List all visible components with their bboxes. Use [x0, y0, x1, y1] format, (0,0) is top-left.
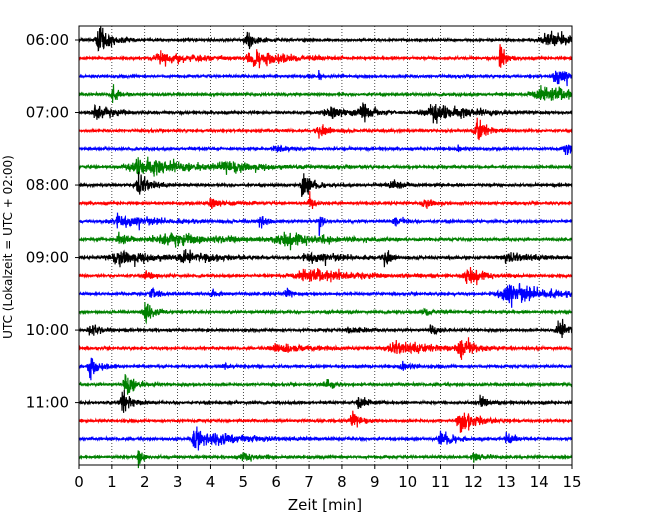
- x-tick-label: 12: [464, 473, 483, 491]
- y-axis: 06:00 07:00 08:00 09:00 10:00 11:00: [26, 31, 79, 412]
- y-tick-label: 06:00: [26, 31, 69, 49]
- x-tick-label: 11: [431, 473, 450, 491]
- x-tick-label: 8: [337, 473, 347, 491]
- trace-line: [78, 266, 573, 286]
- trace-line: [78, 318, 573, 339]
- trace-line: [78, 171, 573, 197]
- y-tick-label: 07:00: [26, 104, 69, 122]
- trace-line: [78, 25, 573, 52]
- trace-line: [78, 44, 573, 69]
- trace-line: [78, 231, 573, 251]
- y-tick-label: 11:00: [26, 394, 69, 412]
- trace-line: [78, 357, 573, 381]
- y-tick-label: 09:00: [26, 249, 69, 267]
- x-tick-label: 4: [206, 473, 216, 491]
- x-tick-label: 0: [74, 473, 84, 491]
- trace-line: [78, 191, 573, 210]
- trace-line: [78, 69, 573, 87]
- trace-line: [78, 426, 573, 451]
- x-tick-label: 10: [398, 473, 417, 491]
- x-tick-label: 5: [239, 473, 249, 491]
- x-tick-label: 3: [173, 473, 183, 491]
- traces: [78, 25, 573, 469]
- y-tick-label: 08:00: [26, 176, 69, 194]
- y-tick-label: 10:00: [26, 321, 69, 339]
- x-tick-label: 13: [497, 473, 516, 491]
- trace-line: [78, 374, 573, 395]
- trace-line: [78, 117, 573, 141]
- trace-line: [78, 212, 573, 236]
- trace-line: [78, 84, 573, 104]
- trace-line: [78, 389, 573, 413]
- trace-line: [78, 337, 573, 360]
- x-axis-label: Zeit [min]: [288, 496, 362, 514]
- vertical-grid: [111, 26, 540, 465]
- x-tick-label: 6: [271, 473, 281, 491]
- trace-line: [78, 410, 573, 433]
- x-tick-label: 14: [530, 473, 549, 491]
- trace-line: [78, 282, 573, 308]
- trace-line: [78, 450, 573, 469]
- trace-line: [78, 249, 573, 268]
- x-tick-label: 15: [562, 473, 581, 491]
- trace-line: [78, 301, 573, 325]
- trace-line: [78, 144, 573, 156]
- x-tick-label: 1: [107, 473, 117, 491]
- plot-frame: [78, 25, 573, 466]
- x-axis: 0 1 2 3 4 5 6 7 8 9 10 11 12 13 14 15: [74, 465, 582, 491]
- x-tick-label: 2: [140, 473, 150, 491]
- y-axis-label: UTC (Lokalzeit = UTC + 02:00): [1, 155, 15, 339]
- trace-line: [78, 102, 573, 124]
- x-tick-label: 9: [370, 473, 380, 491]
- x-tick-label: 7: [304, 473, 314, 491]
- trace-line: [78, 156, 573, 177]
